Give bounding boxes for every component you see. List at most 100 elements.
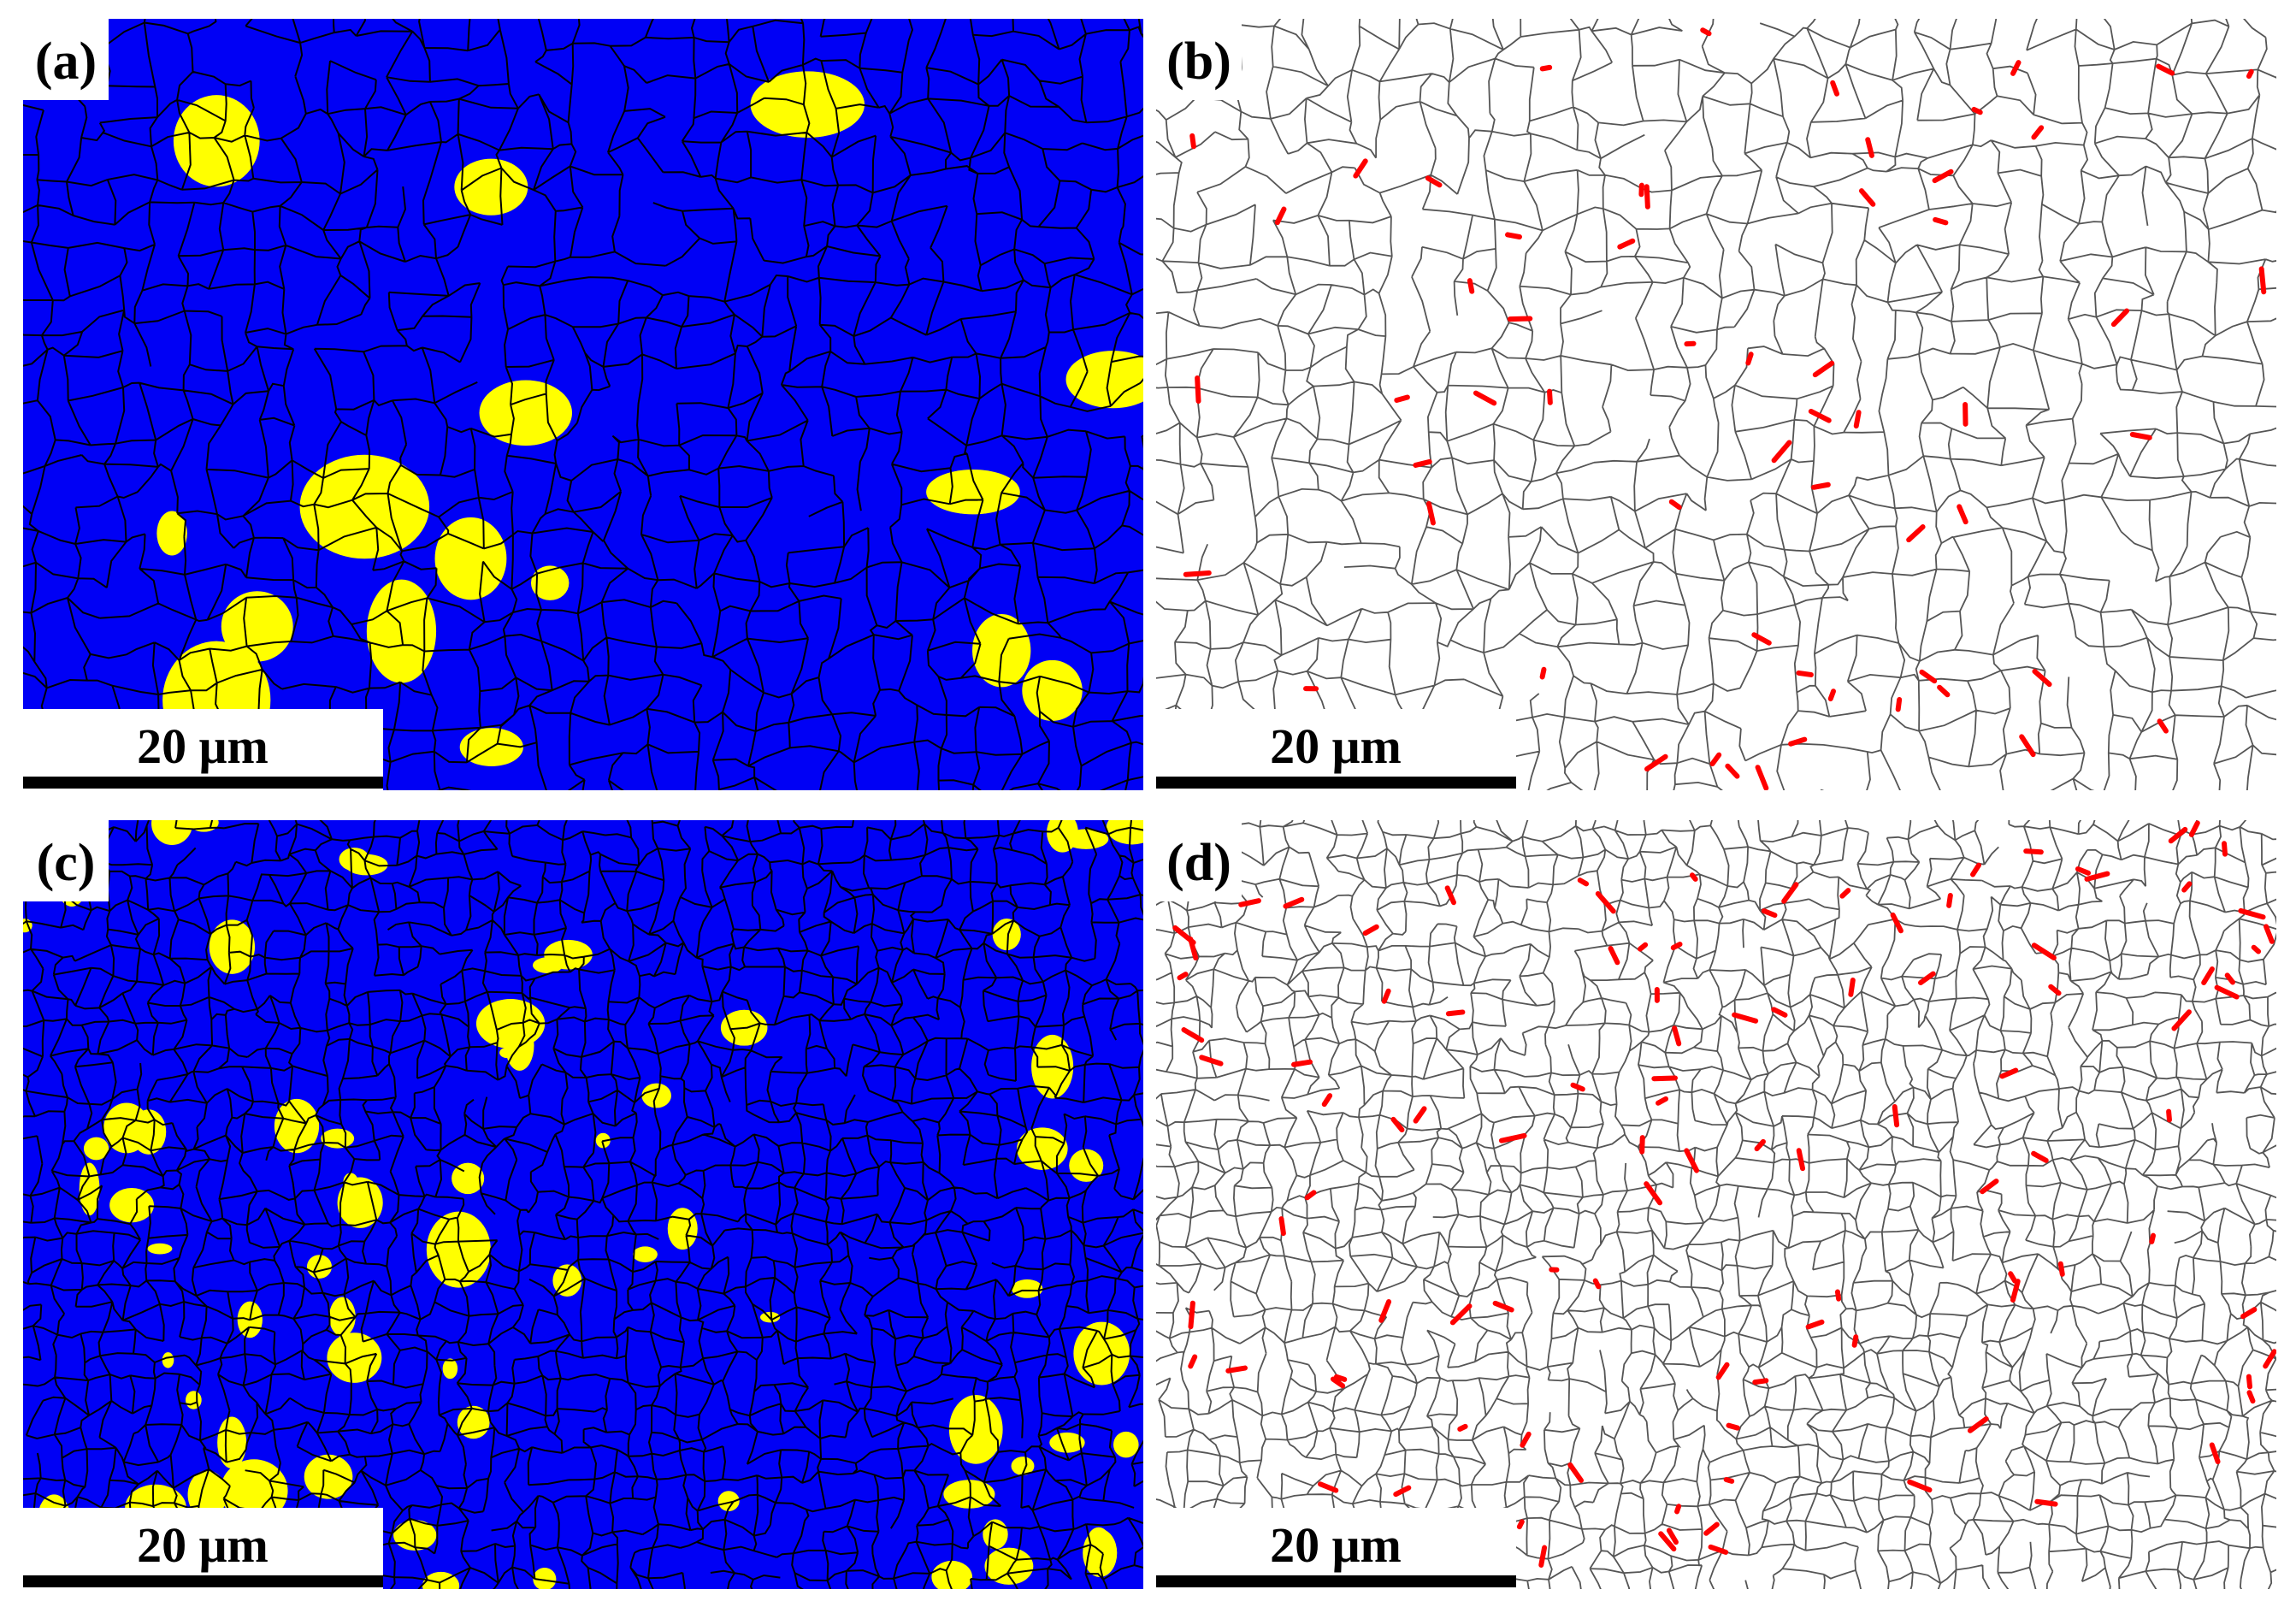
- special-boundary: [1444, 885, 1457, 906]
- special-boundary: [2240, 1307, 2258, 1320]
- second-phase: [422, 1571, 460, 1589]
- special-boundary: [1796, 670, 1814, 677]
- special-boundary: [2251, 944, 2262, 954]
- second-phase: [530, 565, 570, 600]
- special-boundary: [1445, 1009, 1466, 1017]
- scale-bar: [23, 1575, 383, 1587]
- special-boundary: [1703, 1522, 1720, 1536]
- second-phase: [321, 1128, 355, 1149]
- special-boundary: [2149, 1232, 2157, 1244]
- special-boundary: [1853, 410, 1862, 429]
- special-boundary: [1473, 390, 1497, 406]
- special-boundary: [1970, 862, 1981, 877]
- second-phase: [717, 1491, 740, 1511]
- grain-boundaries: [23, 820, 1143, 1589]
- second-phase: [1047, 820, 1078, 853]
- second-phase: [499, 1047, 515, 1059]
- scale-bar-label: 20 μm: [1270, 718, 1402, 774]
- special-boundary: [1895, 696, 1903, 712]
- special-boundary: [1700, 27, 1712, 37]
- scale-bar: [1156, 777, 1516, 789]
- special-boundary: [2075, 866, 2092, 876]
- special-boundary: [1567, 1462, 1584, 1483]
- special-boundary: [1805, 1319, 1825, 1330]
- special-boundary: [1644, 184, 1650, 210]
- second-phase: [186, 1391, 202, 1409]
- special-boundary: [1195, 375, 1201, 404]
- special-boundary: [2156, 63, 2175, 76]
- label-box: [23, 820, 109, 901]
- special-boundary: [1865, 137, 1874, 158]
- special-boundary: [1796, 1148, 1806, 1172]
- special-boundary: [1754, 1138, 1766, 1152]
- special-boundary: [1608, 945, 1620, 966]
- special-boundary: [2157, 718, 2169, 734]
- special-boundary: [1672, 1025, 1682, 1047]
- second-phase: [327, 1332, 382, 1383]
- second-phase: [147, 1243, 173, 1255]
- special-boundary: [1946, 892, 1953, 908]
- grain-boundaries: [1156, 820, 2276, 1589]
- special-boundary: [1726, 1422, 1740, 1431]
- special-boundary: [1708, 1544, 1729, 1555]
- special-boundary: [1957, 504, 1968, 525]
- special-boundary: [1771, 1007, 1788, 1018]
- label-box: [1156, 820, 1242, 901]
- special-boundary: [1851, 1334, 1859, 1348]
- special-boundary: [1595, 890, 1616, 914]
- special-boundary: [2034, 1498, 2058, 1507]
- second-phase: [1011, 1457, 1035, 1476]
- second-phase: [452, 1162, 485, 1195]
- special-boundary: [1732, 1012, 1759, 1024]
- special-boundary: [1362, 924, 1379, 937]
- special-boundary: [2209, 1442, 2221, 1465]
- special-boundary: [2057, 1261, 2065, 1277]
- special-boundary: [1666, 1527, 1679, 1545]
- special-boundary: [1637, 942, 1649, 952]
- special-boundary: [1658, 1531, 1677, 1552]
- second-phase: [221, 591, 293, 662]
- special-boundary: [1291, 1059, 1313, 1067]
- special-boundary: [1547, 388, 1553, 405]
- scale-bar-label: 20 μm: [137, 1517, 269, 1573]
- special-boundary: [1177, 972, 1189, 981]
- special-boundary: [1353, 158, 1368, 179]
- special-boundary: [1393, 1485, 1412, 1498]
- special-boundary: [2246, 1374, 2253, 1390]
- second-phase: [83, 1137, 109, 1161]
- special-boundary: [1839, 888, 1851, 899]
- special-boundary: [1644, 1181, 1663, 1206]
- second-phase: [209, 919, 256, 974]
- special-boundary: [2019, 734, 2036, 758]
- special-boundary: [1752, 1378, 1769, 1386]
- panel-background: [23, 820, 1143, 1589]
- second-phase: [667, 1208, 698, 1250]
- second-phase: [274, 1098, 320, 1154]
- second-phase: [328, 1297, 356, 1337]
- special-boundary: [1278, 1216, 1286, 1237]
- special-boundary: [1668, 499, 1682, 511]
- second-phase: [304, 1454, 353, 1499]
- special-boundary: [1189, 133, 1196, 150]
- special-boundary: [2181, 881, 2193, 893]
- special-boundary: [2246, 68, 2254, 80]
- micrograph-panel: [1156, 820, 2276, 1589]
- special-boundary: [2010, 60, 2022, 76]
- micrograph-panel: [23, 19, 1143, 790]
- special-boundary: [1848, 978, 1856, 997]
- special-boundary: [1425, 500, 1436, 526]
- special-boundary: [2238, 907, 2266, 920]
- special-boundary: [2246, 1390, 2256, 1404]
- special-boundary: [1771, 440, 1792, 464]
- special-boundary: [1715, 1362, 1730, 1380]
- special-boundary: [1274, 206, 1287, 226]
- special-boundary: [1321, 1093, 1333, 1108]
- second-phase: [1012, 1279, 1043, 1298]
- special-boundary: [1330, 1376, 1346, 1389]
- panel-background: [1156, 19, 2276, 790]
- panel-label: (d): [1166, 834, 1231, 892]
- special-boundary: [1858, 188, 1876, 207]
- second-phase: [1088, 1527, 1110, 1552]
- special-boundary: [1181, 1027, 1205, 1043]
